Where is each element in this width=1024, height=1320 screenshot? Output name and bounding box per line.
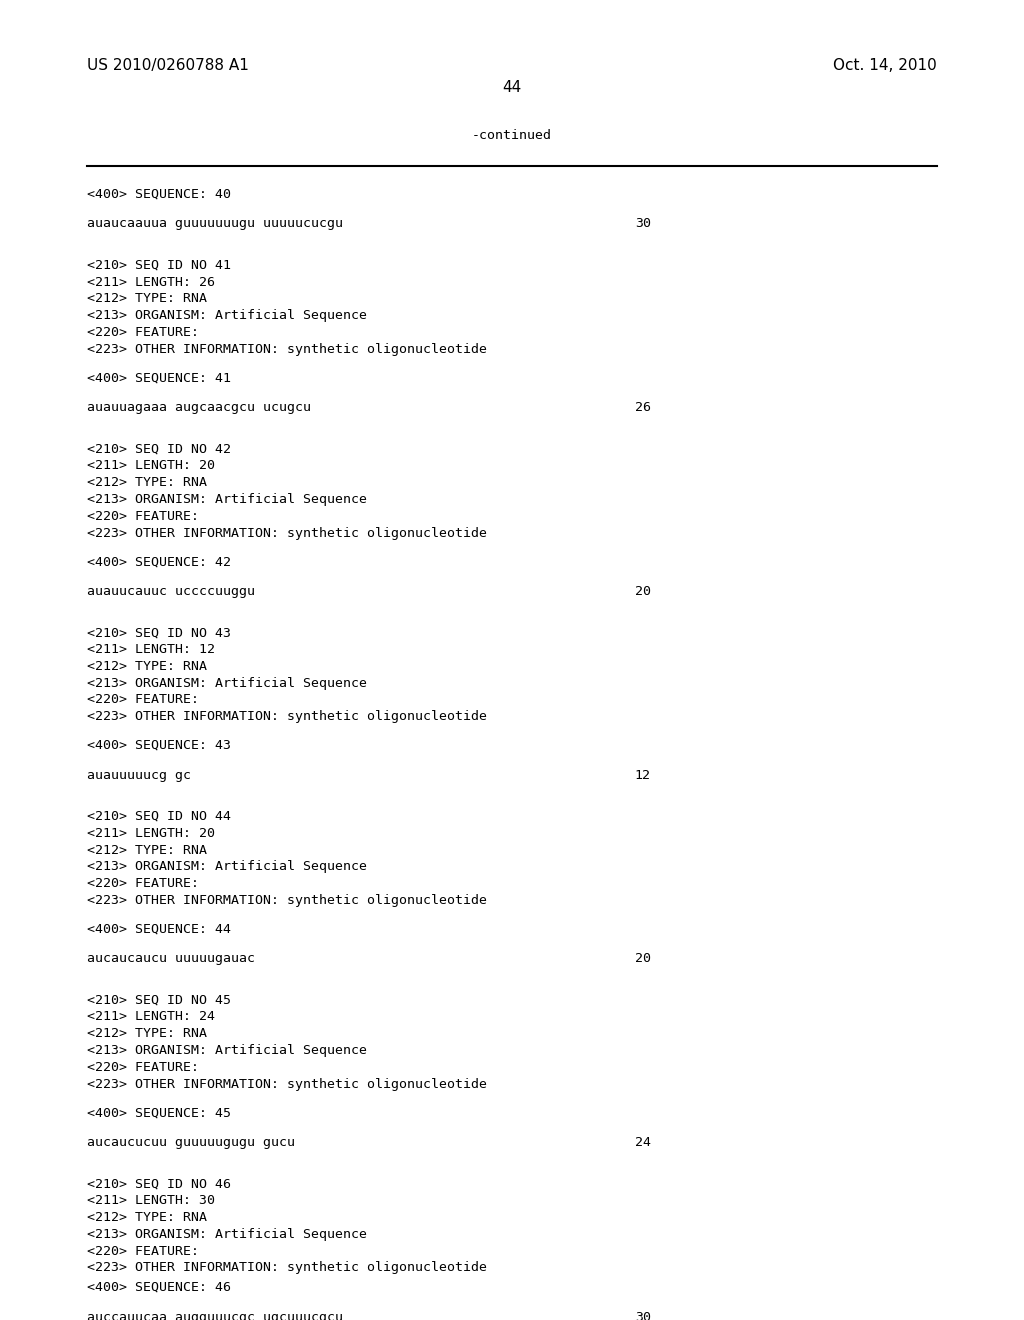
Text: 24: 24 [635, 1137, 651, 1148]
Text: <213> ORGANISM: Artificial Sequence: <213> ORGANISM: Artificial Sequence [87, 1228, 367, 1241]
Text: <220> FEATURE:: <220> FEATURE: [87, 326, 199, 339]
Text: <213> ORGANISM: Artificial Sequence: <213> ORGANISM: Artificial Sequence [87, 492, 367, 506]
Text: auauucauuc uccccuuggu: auauucauuc uccccuuggu [87, 585, 255, 598]
Text: <211> LENGTH: 24: <211> LENGTH: 24 [87, 1010, 215, 1023]
Text: <210> SEQ ID NO 44: <210> SEQ ID NO 44 [87, 810, 231, 822]
Text: -continued: -continued [472, 129, 552, 143]
Text: 30: 30 [635, 218, 651, 231]
Text: <213> ORGANISM: Artificial Sequence: <213> ORGANISM: Artificial Sequence [87, 309, 367, 322]
Text: <212> TYPE: RNA: <212> TYPE: RNA [87, 1210, 207, 1224]
Text: <213> ORGANISM: Artificial Sequence: <213> ORGANISM: Artificial Sequence [87, 861, 367, 874]
Text: <212> TYPE: RNA: <212> TYPE: RNA [87, 477, 207, 490]
Text: <400> SEQUENCE: 43: <400> SEQUENCE: 43 [87, 739, 231, 752]
Text: 44: 44 [503, 81, 521, 95]
Text: <223> OTHER INFORMATION: synthetic oligonucleotide: <223> OTHER INFORMATION: synthetic oligo… [87, 343, 487, 356]
Text: <210> SEQ ID NO 43: <210> SEQ ID NO 43 [87, 626, 231, 639]
Text: 26: 26 [635, 401, 651, 414]
Text: auccauucaa augguuucgc ugcuuucgcu: auccauucaa augguuucgc ugcuuucgcu [87, 1311, 343, 1320]
Text: <211> LENGTH: 20: <211> LENGTH: 20 [87, 826, 215, 840]
Text: <400> SEQUENCE: 41: <400> SEQUENCE: 41 [87, 371, 231, 384]
Text: <211> LENGTH: 30: <211> LENGTH: 30 [87, 1195, 215, 1208]
Text: <220> FEATURE:: <220> FEATURE: [87, 1245, 199, 1258]
Text: <210> SEQ ID NO 45: <210> SEQ ID NO 45 [87, 994, 231, 1007]
Text: <210> SEQ ID NO 41: <210> SEQ ID NO 41 [87, 259, 231, 272]
Text: 30: 30 [635, 1311, 651, 1320]
Text: 20: 20 [635, 952, 651, 965]
Text: 12: 12 [635, 768, 651, 781]
Text: <223> OTHER INFORMATION: synthetic oligonucleotide: <223> OTHER INFORMATION: synthetic oligo… [87, 1077, 487, 1090]
Text: <400> SEQUENCE: 45: <400> SEQUENCE: 45 [87, 1106, 231, 1119]
Text: US 2010/0260788 A1: US 2010/0260788 A1 [87, 58, 249, 73]
Text: Oct. 14, 2010: Oct. 14, 2010 [834, 58, 937, 73]
Text: <223> OTHER INFORMATION: synthetic oligonucleotide: <223> OTHER INFORMATION: synthetic oligo… [87, 1262, 487, 1274]
Text: <400> SEQUENCE: 44: <400> SEQUENCE: 44 [87, 923, 231, 936]
Text: <220> FEATURE:: <220> FEATURE: [87, 510, 199, 523]
Text: aucaucaucu uuuuugauac: aucaucaucu uuuuugauac [87, 952, 255, 965]
Text: <211> LENGTH: 20: <211> LENGTH: 20 [87, 459, 215, 473]
Text: <213> ORGANISM: Artificial Sequence: <213> ORGANISM: Artificial Sequence [87, 677, 367, 689]
Text: <212> TYPE: RNA: <212> TYPE: RNA [87, 660, 207, 673]
Text: auauuagaaa augcaacgcu ucugcu: auauuagaaa augcaacgcu ucugcu [87, 401, 311, 414]
Text: <220> FEATURE:: <220> FEATURE: [87, 1061, 199, 1074]
Text: <223> OTHER INFORMATION: synthetic oligonucleotide: <223> OTHER INFORMATION: synthetic oligo… [87, 527, 487, 540]
Text: <212> TYPE: RNA: <212> TYPE: RNA [87, 843, 207, 857]
Text: <210> SEQ ID NO 42: <210> SEQ ID NO 42 [87, 442, 231, 455]
Text: aucaucucuu guuuuugugu gucu: aucaucucuu guuuuugugu gucu [87, 1137, 295, 1148]
Text: <220> FEATURE:: <220> FEATURE: [87, 693, 199, 706]
Text: <400> SEQUENCE: 42: <400> SEQUENCE: 42 [87, 554, 231, 568]
Text: <400> SEQUENCE: 40: <400> SEQUENCE: 40 [87, 187, 231, 201]
Text: <210> SEQ ID NO 46: <210> SEQ ID NO 46 [87, 1177, 231, 1191]
Text: <220> FEATURE:: <220> FEATURE: [87, 878, 199, 890]
Text: <212> TYPE: RNA: <212> TYPE: RNA [87, 1027, 207, 1040]
Text: <223> OTHER INFORMATION: synthetic oligonucleotide: <223> OTHER INFORMATION: synthetic oligo… [87, 710, 487, 723]
Text: <211> LENGTH: 26: <211> LENGTH: 26 [87, 276, 215, 289]
Text: auauuuuucg gc: auauuuuucg gc [87, 768, 191, 781]
Text: auaucaauua guuuuuuugu uuuuucucgu: auaucaauua guuuuuuugu uuuuucucgu [87, 218, 343, 231]
Text: 20: 20 [635, 585, 651, 598]
Text: <211> LENGTH: 12: <211> LENGTH: 12 [87, 643, 215, 656]
Text: <223> OTHER INFORMATION: synthetic oligonucleotide: <223> OTHER INFORMATION: synthetic oligo… [87, 894, 487, 907]
Text: <213> ORGANISM: Artificial Sequence: <213> ORGANISM: Artificial Sequence [87, 1044, 367, 1057]
Text: <212> TYPE: RNA: <212> TYPE: RNA [87, 293, 207, 305]
Text: <400> SEQUENCE: 46: <400> SEQUENCE: 46 [87, 1280, 231, 1294]
